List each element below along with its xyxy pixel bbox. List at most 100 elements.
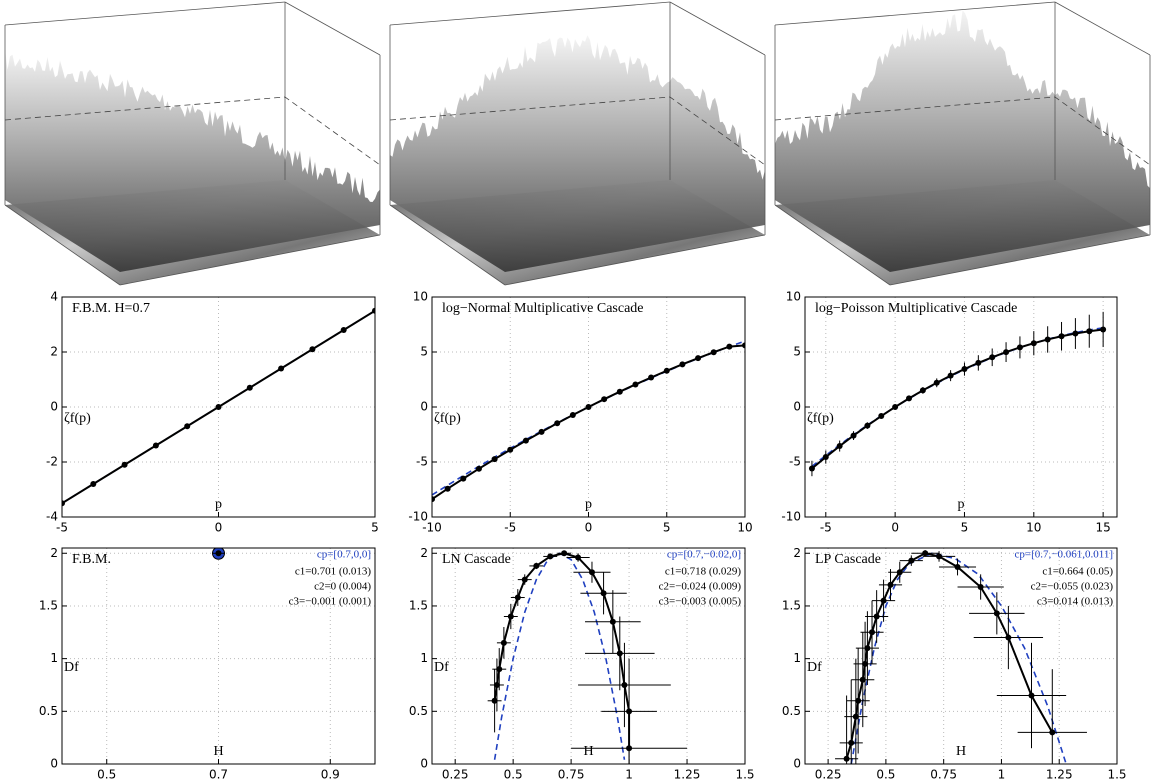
y-tick-label: 0.5 [409, 704, 428, 718]
data-point [184, 423, 191, 430]
data-point [896, 569, 903, 576]
axes-box [804, 296, 1118, 518]
x-tick-label: 0.75 [930, 768, 957, 782]
data-point [848, 739, 855, 746]
plot-panel: -10 -5 0 5 10 -5 0 5 10 15 log−Poisson Multiplicat… [781, 290, 1118, 535]
data-point [601, 396, 608, 403]
plot-title: F.B.M. H=0.7 [72, 301, 150, 316]
x-axis-label: p [215, 497, 222, 512]
y-tick-label: -10 [408, 510, 428, 524]
data-point [873, 613, 880, 620]
y-tick-label: 5 [420, 345, 428, 359]
data-point [663, 367, 670, 374]
data-point [521, 576, 528, 583]
box-edge [774, 1, 1056, 26]
y-axis-label: ζf(p) [64, 411, 91, 426]
data-point [121, 461, 128, 468]
y-tick-label: -5 [789, 455, 801, 469]
series [432, 342, 745, 503]
data-point [475, 465, 482, 472]
data-point [493, 681, 500, 688]
y-axis-label: ζf(p) [807, 411, 834, 426]
data-point [278, 365, 285, 372]
data-point [852, 713, 859, 720]
box-edge [389, 204, 506, 286]
data-point [1086, 328, 1093, 335]
x-tick-label: 5 [371, 521, 379, 535]
data-point [632, 381, 639, 388]
data-point [626, 745, 633, 752]
box-edge [389, 1, 671, 26]
x-tick-label: -10 [422, 521, 442, 535]
data-line [493, 552, 631, 749]
coefficient: c1=0.664 (0.05) [1042, 566, 1113, 578]
data-point [977, 583, 984, 590]
data-point [500, 639, 507, 646]
y-tick-label: 1.5 [409, 598, 428, 612]
x-tick-label: 0.25 [815, 768, 842, 782]
surface-panel [774, 1, 1151, 286]
data-point [491, 697, 498, 704]
coefficient: c3=0.014 (0.013) [1037, 596, 1113, 608]
data-point [215, 404, 222, 410]
data-point [908, 557, 915, 564]
data-point [880, 597, 887, 604]
series [62, 307, 375, 507]
data-point [1030, 340, 1037, 347]
axes-box [804, 547, 1118, 765]
data-point [507, 613, 514, 620]
axes-box [431, 296, 746, 518]
data-point [947, 372, 954, 379]
y-tick-label: 10 [786, 290, 801, 304]
y-tick-label: -2 [46, 455, 58, 469]
box-edge [284, 1, 381, 56]
data-point [954, 563, 961, 570]
coefficient: c2=0 (0.004) [314, 581, 371, 593]
x-tick-label: 10 [737, 521, 752, 535]
axes-box [61, 296, 376, 518]
data-point [496, 666, 503, 673]
x-tick-label: 0 [585, 521, 593, 535]
data-point [569, 412, 576, 419]
data-point [432, 496, 435, 503]
series [808, 311, 1107, 477]
x-tick-label: -5 [504, 521, 516, 535]
surface [775, 10, 1150, 272]
x-tick-label: 0 [215, 521, 223, 535]
data-point [522, 437, 529, 444]
y-axis-label: Df [434, 660, 449, 675]
fit-label: cp=[0.7,−0.061,0.011] [1015, 549, 1113, 561]
data-point [850, 432, 857, 439]
data-point [975, 359, 982, 366]
data-point [538, 428, 545, 435]
y-tick-label: 0.5 [782, 704, 801, 718]
x-tick-label: 10 [1026, 521, 1041, 535]
coefficient: c2=−0.024 (0.009) [659, 581, 742, 593]
series [835, 550, 1087, 764]
x-tick-label: 0.7 [209, 768, 228, 782]
y-axis-label: ζf(p) [434, 411, 461, 426]
y-tick-label: 0 [50, 400, 58, 414]
y-tick-label: 2 [793, 546, 801, 560]
series [811, 327, 1104, 468]
data-point [822, 454, 829, 461]
data-point [616, 650, 623, 657]
y-tick-label: 1.5 [39, 598, 58, 612]
y-tick-label: 0 [420, 400, 428, 414]
data-point [507, 446, 514, 453]
series [487, 550, 688, 764]
data-point [892, 404, 899, 410]
x-tick-label: 1.25 [674, 768, 701, 782]
surface-panel [4, 1, 381, 286]
data-point [588, 569, 595, 576]
plot-title: log−Normal Multiplicative Cascade [442, 301, 644, 316]
box-edge [669, 1, 766, 56]
fit-line [811, 327, 1104, 468]
data-point [1016, 344, 1023, 351]
series [212, 550, 225, 557]
y-tick-label: 10 [413, 290, 428, 304]
data-point [855, 697, 862, 704]
data-point [862, 660, 869, 667]
data-point [514, 594, 521, 601]
